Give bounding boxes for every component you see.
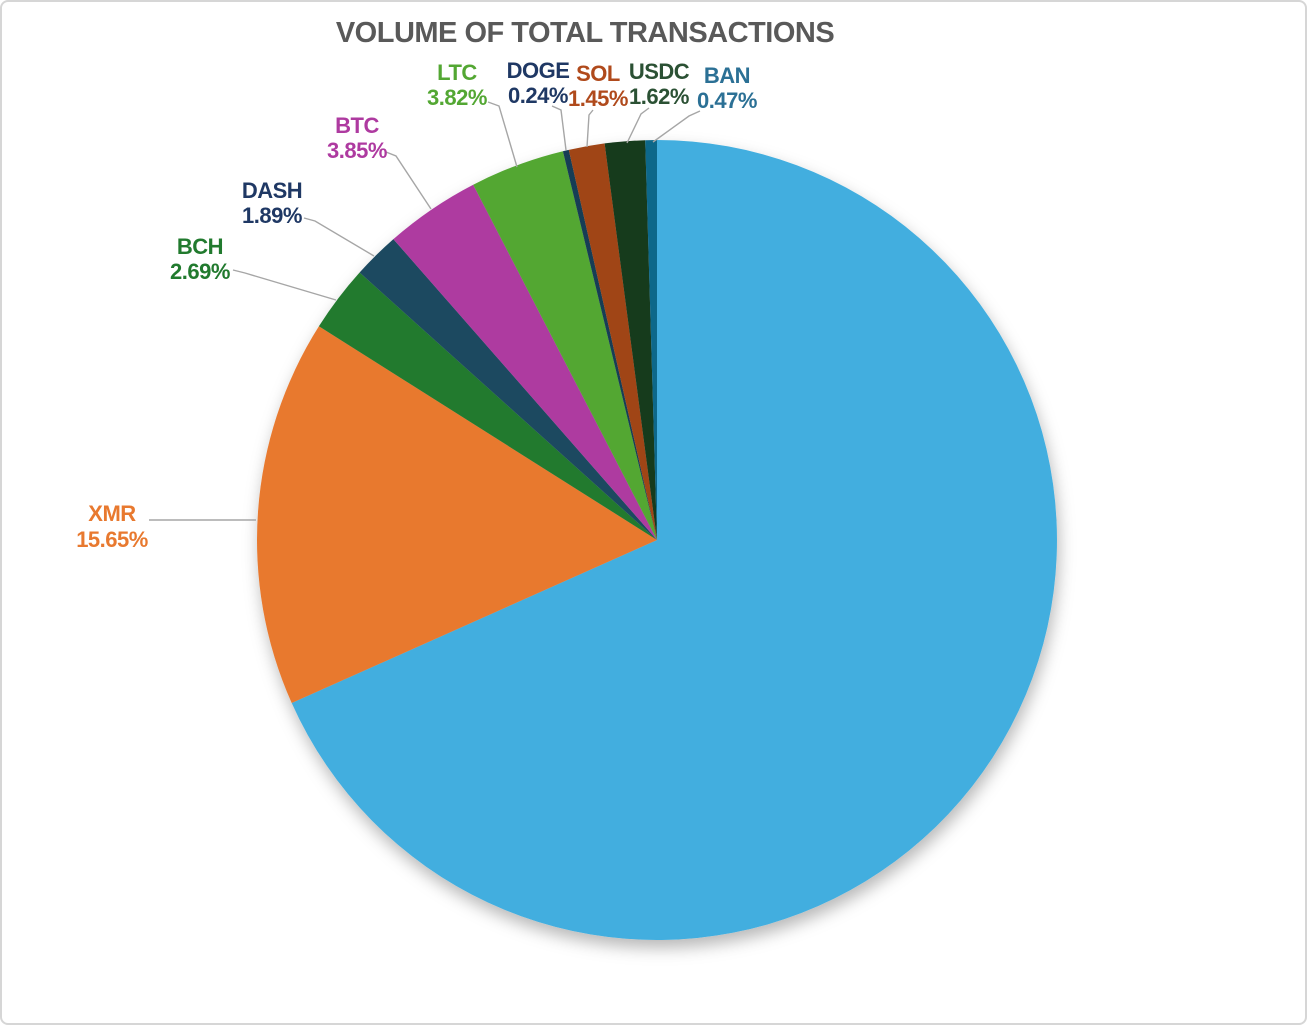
pie-slice-btc	[393, 184, 657, 540]
slice-name-btc: BTC	[335, 113, 379, 138]
leader-line-ltc	[487, 101, 518, 168]
slice-value-usdc: 1.62%	[629, 84, 689, 109]
slice-value-doge: 0.24%	[508, 83, 568, 108]
leader-line-dash	[303, 217, 375, 257]
pie-slice-usdc	[604, 140, 657, 540]
leader-line-bch	[232, 269, 337, 301]
leader-line-ban	[652, 110, 701, 143]
slice-name-ban: BAN	[704, 63, 750, 88]
leader-lines-group	[149, 101, 701, 521]
leader-line-btc	[385, 151, 432, 210]
chart-title: VOLUME OF TOTAL TRANSACTIONS	[335, 17, 835, 49]
slice-name-sol: SOL	[576, 61, 620, 86]
slice-value-dash: 1.89%	[242, 203, 302, 228]
slice-name-bch: BCH	[177, 234, 223, 259]
leader-line-sol	[586, 109, 594, 148]
slice-name-usdc: USDC	[629, 59, 690, 84]
slice-value-xmr: 15.65%	[76, 527, 148, 552]
pie-slice-ltc	[473, 151, 657, 540]
slice-name-ltc: LTC	[437, 60, 477, 85]
pie-slice-ban	[645, 140, 657, 540]
slice-name-xmr: XMR	[88, 501, 136, 526]
slice-value-ltc: 3.82%	[427, 85, 487, 110]
pie-slice-bch	[318, 272, 657, 540]
slice-value-ban: 0.47%	[697, 88, 757, 113]
pie-slices-group	[257, 140, 1057, 941]
slice-name-doge: DOGE	[507, 58, 570, 83]
pie-slice-main	[291, 140, 1057, 941]
slice-value-btc: 3.85%	[327, 138, 387, 163]
slice-name-dash: DASH	[242, 178, 302, 203]
leader-line-usdc	[626, 107, 650, 144]
pie-slice-sol	[568, 143, 657, 540]
slice-value-bch: 2.69%	[170, 259, 230, 284]
pie-slice-dash	[359, 239, 657, 540]
pie-slice-xmr	[257, 326, 657, 703]
leader-line-doge	[551, 105, 567, 151]
pie-slice-doge	[562, 149, 657, 540]
slice-value-sol: 1.45%	[568, 86, 628, 111]
